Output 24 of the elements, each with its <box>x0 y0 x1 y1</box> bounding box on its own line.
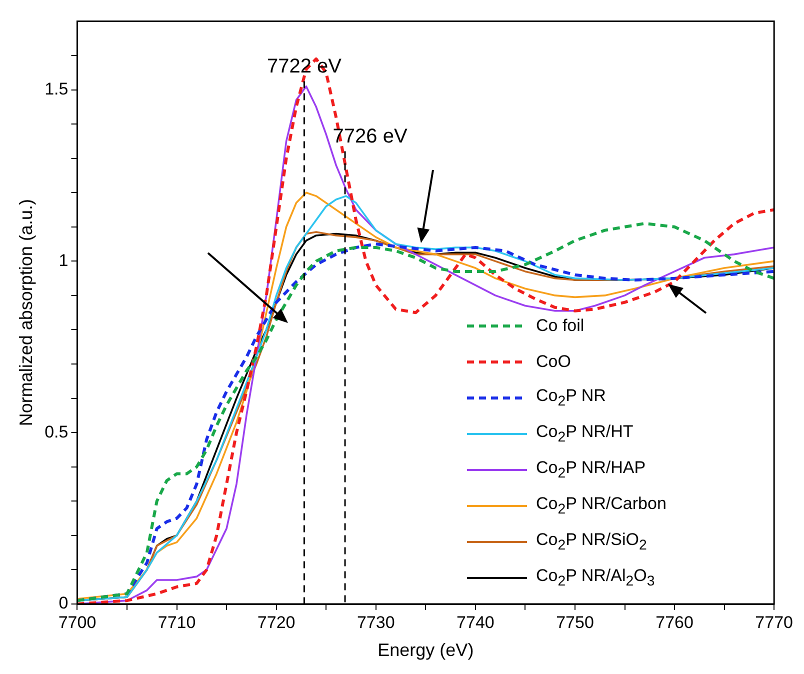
legend-label: Co$_{2}$P NR/HT <box>536 422 634 446</box>
y-axis-title: Normalized absorption (a.u.) <box>16 199 36 426</box>
y-tick-label: 1 <box>58 250 68 270</box>
x-tick-label: 7770 <box>755 612 794 632</box>
ref-line-label: 7726 eV <box>332 126 408 148</box>
y-tick-label: 0 <box>58 594 68 613</box>
x-tick-label: 7730 <box>356 612 395 632</box>
x-tick-label: 7700 <box>58 612 96 632</box>
legend-label: CoO <box>536 352 571 372</box>
ref-line-label: 7722 eV <box>266 56 342 78</box>
legend-label: Co$_{2}$P NR <box>536 386 606 410</box>
x-tick-label: 7740 <box>456 612 494 632</box>
x-tick-label: 7760 <box>656 612 694 632</box>
x-tick-label: 7710 <box>158 612 196 632</box>
x-axis-title: Energy (eV) <box>378 640 474 660</box>
legend-label: Co$_{2}$P NR/Al$_{2}$O$_{3}$ <box>536 566 655 590</box>
legend-label: Co foil <box>536 316 584 336</box>
y-tick-label: 1.5 <box>44 79 68 98</box>
legend-label: Co$_{2}$P NR/SiO$_{2}$ <box>536 530 647 554</box>
x-tick-label: 7750 <box>556 612 594 632</box>
x-tick-label: 7720 <box>257 612 296 632</box>
legend-label: Co$_{2}$P NR/Carbon <box>536 494 666 518</box>
y-tick-label: 0.5 <box>44 422 68 442</box>
legend-label: Co$_{2}$P NR/HAP <box>536 458 646 482</box>
